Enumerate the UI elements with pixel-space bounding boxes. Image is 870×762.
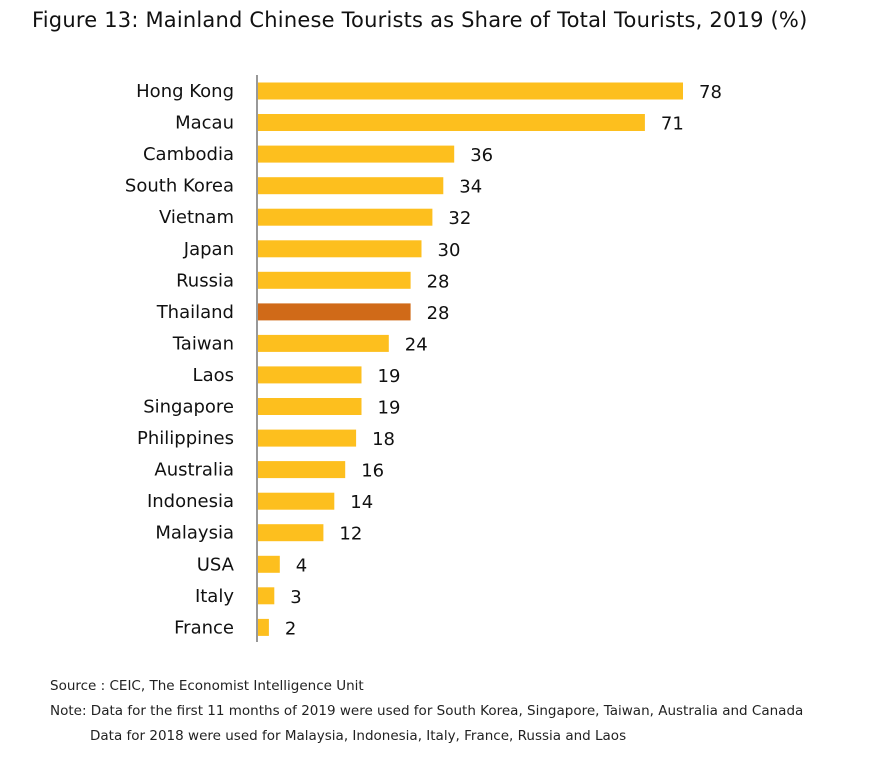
bar-thailand	[258, 303, 411, 321]
category-label: France	[174, 617, 234, 638]
bar-usa	[258, 555, 280, 573]
category-label: South Korea	[125, 176, 234, 197]
category-label: USA	[197, 554, 235, 575]
value-label: 36	[470, 145, 493, 166]
value-label: 19	[378, 398, 401, 419]
bar-singapore	[258, 398, 362, 415]
bar-chart: Hong Kong 78 Macau 71 Cambodia 36 South Korea 3…	[125, 75, 722, 642]
category-label: Malaysia	[155, 523, 234, 544]
value-label: 30	[438, 240, 461, 261]
category-label: Japan	[183, 239, 234, 260]
bar-vietnam	[258, 208, 433, 226]
category-label: Russia	[176, 270, 234, 291]
note-line-2: Data for 2018 were used for Malaysia, In…	[90, 728, 627, 744]
category-label: Cambodia	[143, 144, 234, 165]
category-label: Laos	[193, 365, 234, 386]
bar-south-korea	[258, 177, 444, 195]
bar-italy	[258, 587, 275, 605]
bar-laos	[258, 366, 362, 384]
category-label: Thailand	[156, 302, 234, 323]
category-label: Italy	[195, 586, 234, 607]
category-label: Vietnam	[159, 207, 234, 228]
category-label: Indonesia	[147, 491, 234, 512]
bar-taiwan	[258, 334, 389, 352]
value-label: 71	[661, 114, 684, 135]
category-label: Australia	[154, 460, 234, 481]
value-label: 3	[290, 587, 301, 608]
source-text: Source : CEIC, The Economist Intelligenc…	[50, 678, 364, 694]
bars-group: Hong Kong 78 Macau 71 Cambodia 36 South Korea 3…	[125, 81, 722, 639]
category-label: Macau	[175, 113, 234, 134]
bar-australia	[258, 461, 346, 479]
category-label: Philippines	[137, 428, 234, 449]
bar-japan	[258, 240, 422, 258]
value-label: 19	[378, 366, 401, 387]
value-label: 2	[285, 618, 296, 639]
bar-hong-kong	[258, 82, 683, 100]
bar-cambodia	[258, 145, 455, 163]
value-label: 78	[699, 82, 722, 103]
note-line-1: Note: Data for the first 11 months of 20…	[50, 703, 804, 719]
value-label: 34	[459, 177, 482, 198]
value-label: 32	[448, 208, 471, 229]
bar-malaysia	[258, 524, 324, 542]
bar-indonesia	[258, 492, 335, 510]
notes: Source : CEIC, The Economist Intelligenc…	[50, 674, 803, 749]
value-label: 4	[296, 555, 307, 576]
chart-title: Figure 13: Mainland Chinese Tourists as …	[32, 8, 808, 32]
bar-france	[258, 618, 269, 636]
bar-philippines	[258, 429, 357, 447]
value-label: 28	[427, 303, 450, 324]
category-label: Taiwan	[172, 333, 234, 354]
value-label: 16	[361, 461, 384, 482]
value-label: 12	[339, 524, 362, 545]
value-label: 28	[427, 271, 450, 292]
bar-macau	[258, 114, 645, 131]
category-label: Singapore	[143, 397, 234, 418]
value-label: 24	[405, 334, 428, 355]
value-label: 14	[350, 492, 373, 513]
category-label: Hong Kong	[136, 81, 234, 102]
bar-russia	[258, 271, 411, 289]
value-label: 18	[372, 429, 395, 450]
